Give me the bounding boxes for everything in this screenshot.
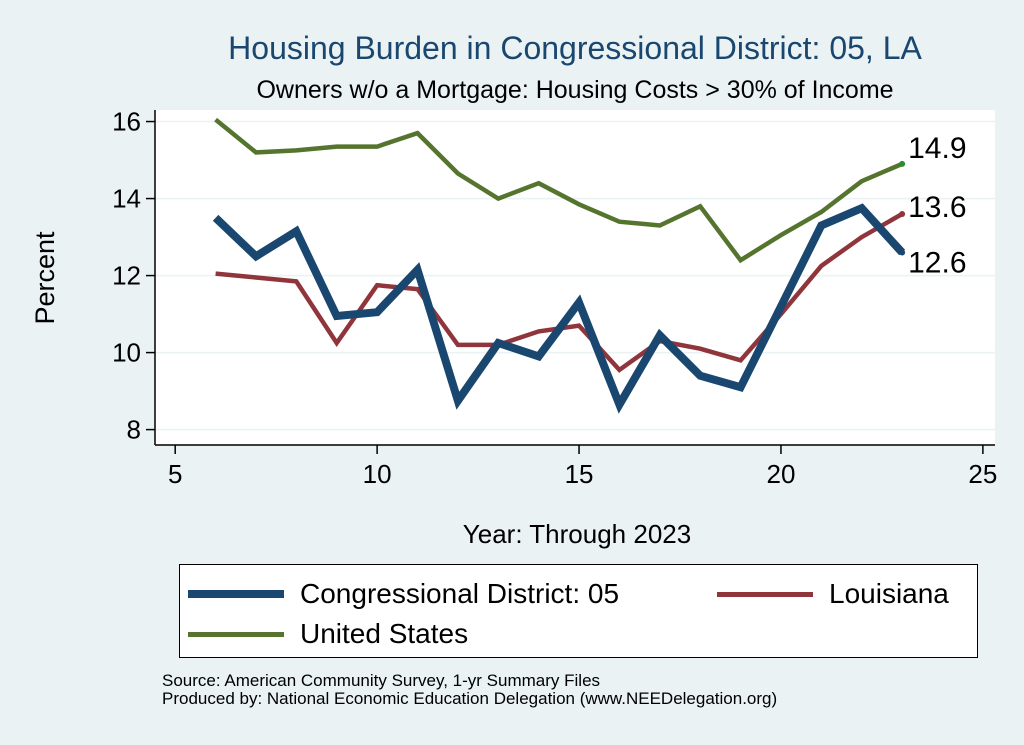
grid-lines xyxy=(155,120,995,431)
y-tick-label: 12 xyxy=(112,261,141,291)
end-marker-us xyxy=(899,160,906,167)
legend-swatch-district xyxy=(188,590,284,598)
source-line-1: Source: American Community Survey, 1-yr … xyxy=(162,671,601,690)
chart-subtitle: Owners w/o a Mortgage: Housing Costs > 3… xyxy=(256,76,893,104)
legend-label-district: Congressional District: 05 xyxy=(300,578,620,609)
y-tick-label: 10 xyxy=(112,338,141,368)
y-tick-label: 14 xyxy=(112,184,141,214)
chart-title: Housing Burden in Congressional District… xyxy=(228,30,922,66)
end-labels: 14.9 13.6 12.6 xyxy=(899,132,967,279)
x-axis-label: Year: Through 2023 xyxy=(463,519,691,549)
legend-swatch-us xyxy=(188,631,284,637)
y-tick-label: 8 xyxy=(127,415,141,445)
end-label-district: 12.6 xyxy=(908,246,966,279)
legend-item-district: Congressional District: 05 xyxy=(188,578,619,610)
end-label-louisiana: 13.6 xyxy=(908,191,966,224)
axes: 8 10 12 14 16 5 10 15 20 25 xyxy=(112,107,997,489)
x-tick-label: 20 xyxy=(767,459,796,489)
y-tick-label: 16 xyxy=(112,107,141,137)
series-layer xyxy=(212,117,906,414)
x-tick-label: 5 xyxy=(168,459,182,489)
plot-area xyxy=(155,110,995,445)
series-line-us xyxy=(214,117,903,264)
end-marker-louisiana xyxy=(899,210,906,217)
legend-label-us: United States xyxy=(300,618,469,649)
x-tick-label: 10 xyxy=(363,459,392,489)
legend: Congressional District: 05 Louisiana Uni… xyxy=(179,564,978,658)
x-tick-label: 25 xyxy=(968,459,997,489)
source-line-2: Produced by: National Economic Education… xyxy=(162,689,778,708)
legend-item-us: United States xyxy=(188,618,468,650)
source-note: Source: American Community Survey, 1-yr … xyxy=(162,672,777,708)
legend-label-louisiana: Louisiana xyxy=(829,578,949,609)
legend-item-louisiana: Louisiana xyxy=(717,578,949,610)
y-axis-label: Percent xyxy=(30,231,60,325)
x-tick-label: 15 xyxy=(565,459,594,489)
legend-swatch-louisiana xyxy=(717,591,813,597)
end-label-us: 14.9 xyxy=(908,132,966,165)
series-line-district xyxy=(212,203,906,414)
end-marker-district xyxy=(899,249,906,256)
